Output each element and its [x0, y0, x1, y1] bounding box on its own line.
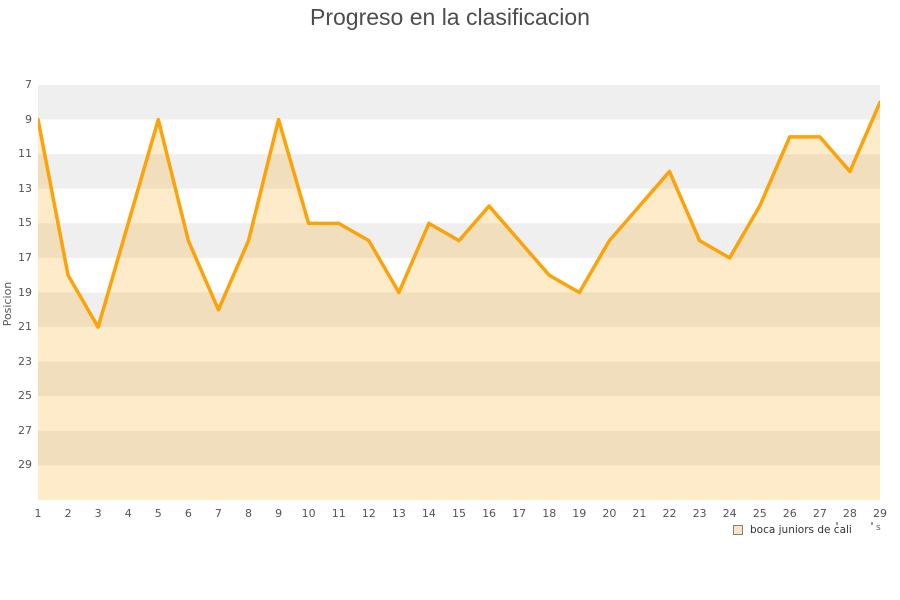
- x-tick-label: 19: [572, 507, 587, 520]
- x-tick-label: 27: [812, 507, 827, 520]
- clipped-axis-text: s: [834, 521, 890, 537]
- x-tick-label: 10: [301, 507, 316, 520]
- x-tick-label: 25: [752, 507, 767, 520]
- x-tick-label: 21: [632, 507, 647, 520]
- x-tick-label: 22: [662, 507, 677, 520]
- x-tick-label: 20: [602, 507, 617, 520]
- x-tick-label: 9: [275, 507, 283, 520]
- clipped-glyph-dot: [836, 522, 838, 525]
- x-tick-label: 4: [124, 507, 132, 520]
- x-tick-label: 16: [482, 507, 497, 520]
- y-tick-label: 29: [18, 458, 32, 472]
- y-tick-label: 7: [25, 78, 32, 91]
- x-tick-label: 28: [842, 507, 857, 520]
- x-tick-label: 24: [722, 507, 737, 520]
- plot-band: [38, 327, 880, 362]
- plot-area: [38, 85, 880, 500]
- x-tick-label: 3: [94, 507, 102, 520]
- plot-band: [38, 361, 880, 397]
- x-tick-label: 6: [184, 507, 192, 520]
- x-tick-label: 8: [245, 507, 252, 520]
- legend-marker-icon: [733, 525, 743, 535]
- x-tick-label: 12: [361, 507, 376, 520]
- plot-band: [38, 430, 880, 466]
- x-tick-label: 1: [34, 507, 42, 520]
- x-tick-label: 5: [154, 507, 162, 520]
- plot-band: [38, 119, 880, 155]
- clipped-axis-letter: s: [876, 523, 881, 533]
- y-tick-label: 11: [18, 147, 32, 161]
- y-tick-label: 21: [18, 320, 32, 334]
- x-tick-label: 26: [782, 507, 797, 520]
- x-tick-label: 2: [64, 507, 72, 520]
- legend-label: boca juniors de cali: [750, 524, 852, 536]
- series-line: [38, 100, 880, 329]
- plot-band: [38, 292, 880, 328]
- plot-band: [38, 154, 880, 189]
- y-tick-label: 15: [18, 216, 32, 230]
- chart-title: Progreso en la clasificacion: [310, 4, 590, 30]
- x-tick-label: 18: [542, 507, 557, 520]
- y-tick-label: 13: [18, 181, 32, 195]
- x-tick-label: 14: [421, 507, 436, 520]
- y-tick-label: 19: [18, 285, 32, 299]
- y-tick-label: 17: [18, 250, 32, 264]
- plot-band: [38, 465, 880, 500]
- plot-band: [38, 396, 880, 431]
- x-tick-label: 17: [512, 507, 527, 520]
- plot-band: [38, 257, 880, 293]
- x-tick-label: 29: [873, 507, 887, 520]
- y-tick-label: 25: [18, 389, 32, 403]
- plot-band: [38, 85, 880, 120]
- clipped-glyph-dot: [871, 522, 873, 525]
- x-tick-label: 13: [391, 507, 406, 520]
- x-tick-label: 7: [214, 507, 222, 520]
- x-tick-label: 15: [452, 507, 466, 520]
- y-tick-label: 9: [25, 112, 32, 126]
- y-tick-label: 23: [18, 354, 32, 368]
- legend-item[interactable]: boca juniors de cali: [733, 524, 852, 536]
- y-tick-label: 27: [18, 423, 32, 437]
- series-area-fill: [38, 102, 880, 500]
- x-tick-label: 11: [331, 507, 346, 520]
- x-tick-label: 23: [692, 507, 707, 520]
